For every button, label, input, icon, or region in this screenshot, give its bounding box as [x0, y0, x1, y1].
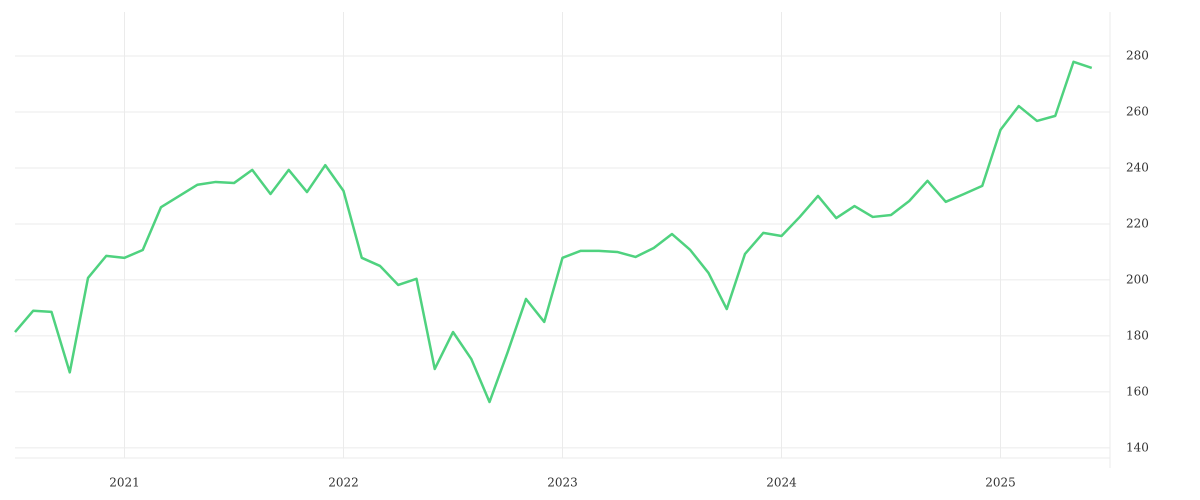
- y-tick-label: 160: [1126, 384, 1149, 398]
- y-tick-label: 180: [1126, 328, 1149, 342]
- y-tick-label: 280: [1126, 48, 1149, 62]
- x-tick-label: 2023: [547, 476, 578, 490]
- y-tick-label: 220: [1126, 216, 1149, 230]
- y-tick-label: 240: [1126, 160, 1149, 174]
- x-tick-label: 2025: [985, 476, 1016, 490]
- x-tick-label: 2024: [766, 476, 797, 490]
- y-tick-label: 200: [1126, 272, 1149, 286]
- x-tick-label: 2021: [109, 476, 140, 490]
- data-line: [14, 60, 1093, 404]
- y-tick-label: 140: [1126, 440, 1149, 454]
- y-tick-label: 260: [1126, 104, 1149, 118]
- x-tick-label: 2022: [328, 476, 359, 490]
